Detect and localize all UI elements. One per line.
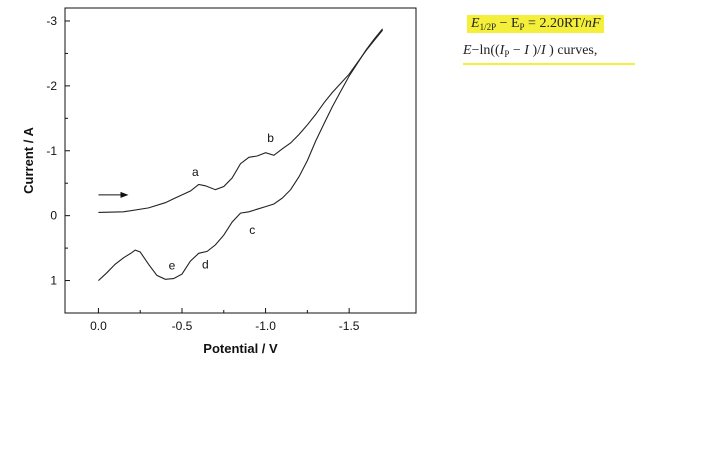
plot-frame — [64, 7, 417, 314]
line2-end: ) curves, — [545, 43, 598, 58]
curve-label-d: d — [202, 257, 209, 271]
line2-e: E — [463, 43, 472, 58]
y-tick-label: 0 — [50, 209, 57, 223]
eq-rest: = 2.20RT/ — [524, 16, 585, 31]
y-tick-label: -1 — [46, 144, 57, 158]
x-tick-label: -1.0 — [255, 319, 276, 333]
y-tick-label: -2 — [46, 79, 57, 93]
curve-label-b: b — [267, 131, 274, 145]
x-axis-title: Potential / V — [203, 341, 278, 356]
y-tick-label: -3 — [46, 14, 57, 28]
line2-div: )/ — [528, 43, 541, 58]
eq-e: E — [471, 16, 480, 31]
curve-description: E−ln((IP − I )/I ) curves, — [463, 43, 635, 65]
eq-minus: − E — [496, 16, 520, 31]
data-series — [98, 28, 384, 282]
line2-i3: I — [541, 43, 546, 58]
eq-sub-peak: P — [519, 22, 525, 32]
line2-minus: − — [509, 43, 525, 58]
y-axis-title: Current / A — [21, 127, 36, 194]
curve-labels: a b c d e — [169, 131, 275, 273]
half-peak-equation: E1/2P − EP = 2.20RT/nF — [467, 15, 605, 33]
line2-i2: I — [524, 43, 529, 58]
x-tick-label: 0.0 — [90, 319, 107, 333]
axis-ticks: 0.0 -0.5 -1.0 -1.5 -3 -2 -1 0 1 — [46, 14, 359, 333]
axes — [64, 7, 417, 314]
arrow-head-icon — [120, 191, 129, 198]
line2-ln: −ln(( — [471, 43, 500, 58]
eq-sub-halfpeak: 1/2P — [479, 22, 497, 32]
eq-nf: nF — [584, 16, 601, 31]
series-line-2 — [98, 28, 384, 282]
y-tick-label: 1 — [50, 274, 57, 288]
annotation-box: E1/2P − EP = 2.20RT/nF E−ln((IP − I )/I … — [463, 14, 635, 65]
curve-label-a: a — [192, 165, 199, 179]
series-line-1 — [98, 29, 384, 213]
curve-label-c: c — [249, 223, 255, 237]
line2-sub: P — [504, 49, 510, 59]
x-tick-label: -1.5 — [339, 319, 360, 333]
line2-i: I — [499, 43, 505, 58]
curve-label-e: e — [169, 259, 176, 273]
x-tick-label: -0.5 — [172, 319, 193, 333]
